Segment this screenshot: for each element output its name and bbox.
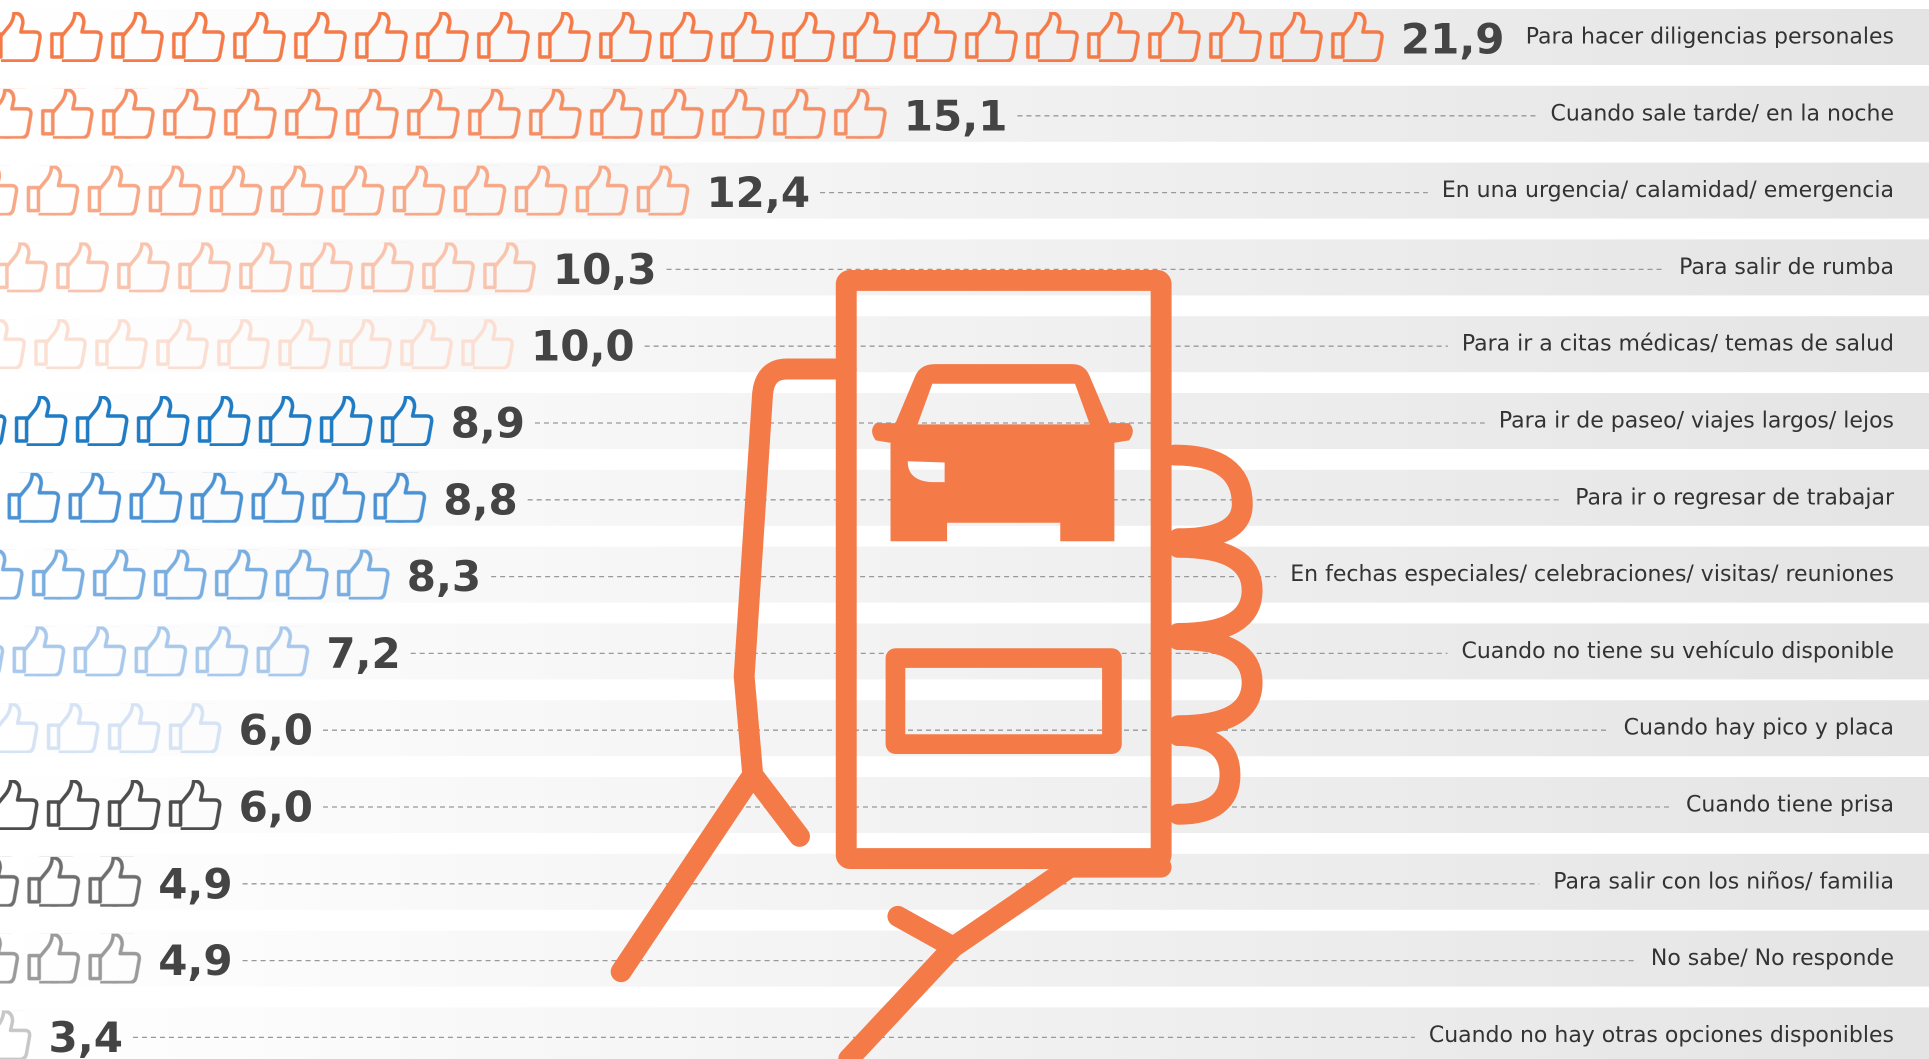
pictogram-bar <box>0 703 227 754</box>
pictogram-bar <box>0 549 395 600</box>
category-label: Para ir o regresar de trabajar <box>1575 485 1895 510</box>
category-label: Para ir de paseo/ viajes largos/ lejos <box>1499 409 1894 434</box>
value-label: 12,4 <box>706 168 810 217</box>
value-label: 21,9 <box>1401 15 1505 64</box>
category-label: En fechas especiales/ celebraciones/ vis… <box>1290 562 1894 587</box>
category-label: Cuando hay pico y placa <box>1624 716 1894 741</box>
illustration <box>610 269 1263 1059</box>
category-label: Cuando no tiene su vehículo disponible <box>1461 639 1894 664</box>
category-label: Cuando no hay otras opciones disponibles <box>1429 1023 1894 1048</box>
pictogram-bar <box>0 319 519 370</box>
category-label: Para salir con los niños/ familia <box>1553 869 1894 894</box>
value-label: 8,3 <box>407 552 481 601</box>
pictogram-bar <box>0 1010 37 1059</box>
row-band <box>0 1007 1929 1059</box>
pictogram-bar <box>0 472 432 523</box>
value-label: 6,0 <box>239 706 313 755</box>
value-label: 8,8 <box>443 475 517 524</box>
value-label: 7,2 <box>326 629 400 678</box>
category-label: En una urgencia/ calamidad/ emergencia <box>1442 178 1894 203</box>
category-label: Para ir a citas médicas/ temas de salud <box>1462 332 1894 357</box>
pictogram-bar <box>0 12 1389 62</box>
row-band <box>0 777 1929 833</box>
pictogram-bar <box>0 396 439 446</box>
pictogram-bar <box>0 626 315 677</box>
pictogram-bar <box>0 88 892 139</box>
value-label: 4,9 <box>158 936 232 985</box>
value-label: 3,4 <box>49 1013 123 1059</box>
value-label: 8,9 <box>451 399 525 448</box>
category-label: No sabe/ No responde <box>1651 946 1894 971</box>
category-label: Para salir de rumba <box>1679 255 1894 280</box>
pictogram-bar <box>0 933 147 984</box>
value-label: 10,0 <box>531 322 635 371</box>
pictogram-bar <box>0 242 541 293</box>
value-label: 4,9 <box>158 859 232 908</box>
pictogram-bar <box>0 165 695 216</box>
value-label: 10,3 <box>553 245 657 294</box>
pictogram-bar <box>0 856 147 907</box>
value-label: 6,0 <box>239 783 313 832</box>
value-label: 15,1 <box>904 91 1008 140</box>
category-label: Cuando tiene prisa <box>1686 793 1894 818</box>
category-label: Para hacer diligencias personales <box>1526 25 1894 50</box>
category-label: Cuando sale tarde/ en la noche <box>1551 101 1894 126</box>
pictogram-bar <box>0 780 227 830</box>
